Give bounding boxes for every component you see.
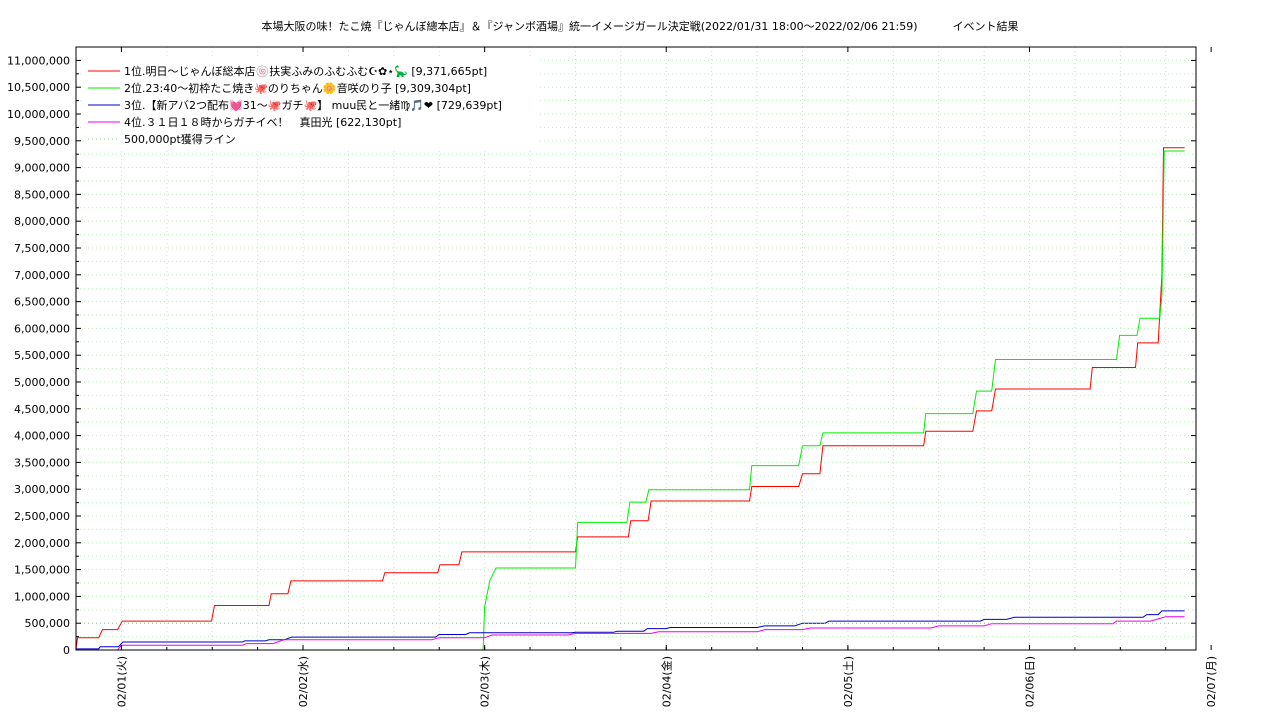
plot-frame bbox=[75, 46, 1197, 651]
legend-background bbox=[82, 58, 537, 150]
y-tick-label: 5,000,000 bbox=[14, 376, 70, 389]
y-tick-label: 4,000,000 bbox=[14, 430, 70, 443]
legend-label-4: 4位.３１日１８時からガチイベ！ 真田光 [622,130pt] bbox=[124, 115, 401, 129]
series-line-2 bbox=[482, 150, 1185, 651]
series-layer bbox=[75, 147, 1185, 651]
y-tick-label: 3,500,000 bbox=[14, 456, 70, 469]
x-tick-label: 02/05(土) bbox=[842, 656, 855, 707]
y-tick-label: 500,000 bbox=[25, 617, 71, 630]
y-tick-label: 5,500,000 bbox=[14, 349, 70, 362]
axis-layer: 0 500,000 1,000,000 1,500,000 2,000,000 2,500… bbox=[7, 46, 1218, 707]
y-tick-label: 6,500,000 bbox=[14, 296, 70, 309]
chart-title: 本場大阪の味！たこ焼『じゃんぼ總本店』＆『ジャンボ酒場』統一イメージガール決定戦… bbox=[261, 20, 1019, 33]
series-line-1 bbox=[75, 147, 1185, 651]
x-tick-label: 02/02(水) bbox=[297, 656, 310, 707]
y-tick-label: 7,500,000 bbox=[14, 242, 70, 255]
series-line-4 bbox=[76, 616, 1185, 651]
y-tick-label: 8,500,000 bbox=[14, 188, 70, 201]
y-tick-label: 4,500,000 bbox=[14, 403, 70, 416]
y-tick-label: 11,000,000 bbox=[7, 54, 70, 67]
x-tick-label: 02/01(火) bbox=[115, 656, 128, 707]
y-tick-label: 10,000,000 bbox=[7, 108, 70, 121]
series-line-3 bbox=[76, 610, 1185, 650]
x-tick-label: 02/06(日) bbox=[1024, 656, 1037, 707]
y-tick-label: 3,000,000 bbox=[14, 483, 70, 496]
legend-label-1: 1位.明日〜じゃんぼ総本店🍥扶実ふみのふむふむ☪✿⋆🦕 [9,371,665pt… bbox=[124, 64, 487, 78]
x-tick-label: 02/04(金) bbox=[659, 656, 673, 707]
y-tick-label: 1,500,000 bbox=[14, 564, 70, 577]
y-tick-label: 9,000,000 bbox=[14, 162, 70, 175]
y-tick-label: 7,000,000 bbox=[14, 269, 70, 282]
legend: 1位.明日〜じゃんぼ総本店🍥扶実ふみのふむふむ☪✿⋆🦕 [9,371,665pt… bbox=[82, 58, 537, 150]
grid-layer bbox=[75, 46, 1196, 651]
legend-label-2: 2位.23:40〜初枠たこ焼き🐙のりちゃん🌼音咲のり子 [9,309,304pt… bbox=[124, 81, 471, 95]
y-tick-label: 6,000,000 bbox=[14, 322, 70, 335]
y-tick-label: 9,500,000 bbox=[14, 135, 70, 148]
y-tick-label: 0 bbox=[63, 644, 70, 657]
y-tick-label: 2,000,000 bbox=[14, 537, 70, 550]
y-tick-label: 8,000,000 bbox=[14, 215, 70, 228]
y-tick-label: 1,000,000 bbox=[14, 590, 70, 603]
x-tick-label: 02/07(月) bbox=[1205, 656, 1218, 707]
y-tick-label: 10,500,000 bbox=[7, 81, 70, 94]
legend-label-3: 3位.【新アバ2つ配布💓31〜🐙ガチ🐙】 muu民と一緒♍🎵❤ [729,639… bbox=[124, 98, 502, 112]
x-tick-label: 02/03(木) bbox=[479, 656, 492, 707]
y-tick-label: 2,500,000 bbox=[14, 510, 70, 523]
legend-label-5: 500,000pt獲得ライン bbox=[124, 133, 236, 146]
